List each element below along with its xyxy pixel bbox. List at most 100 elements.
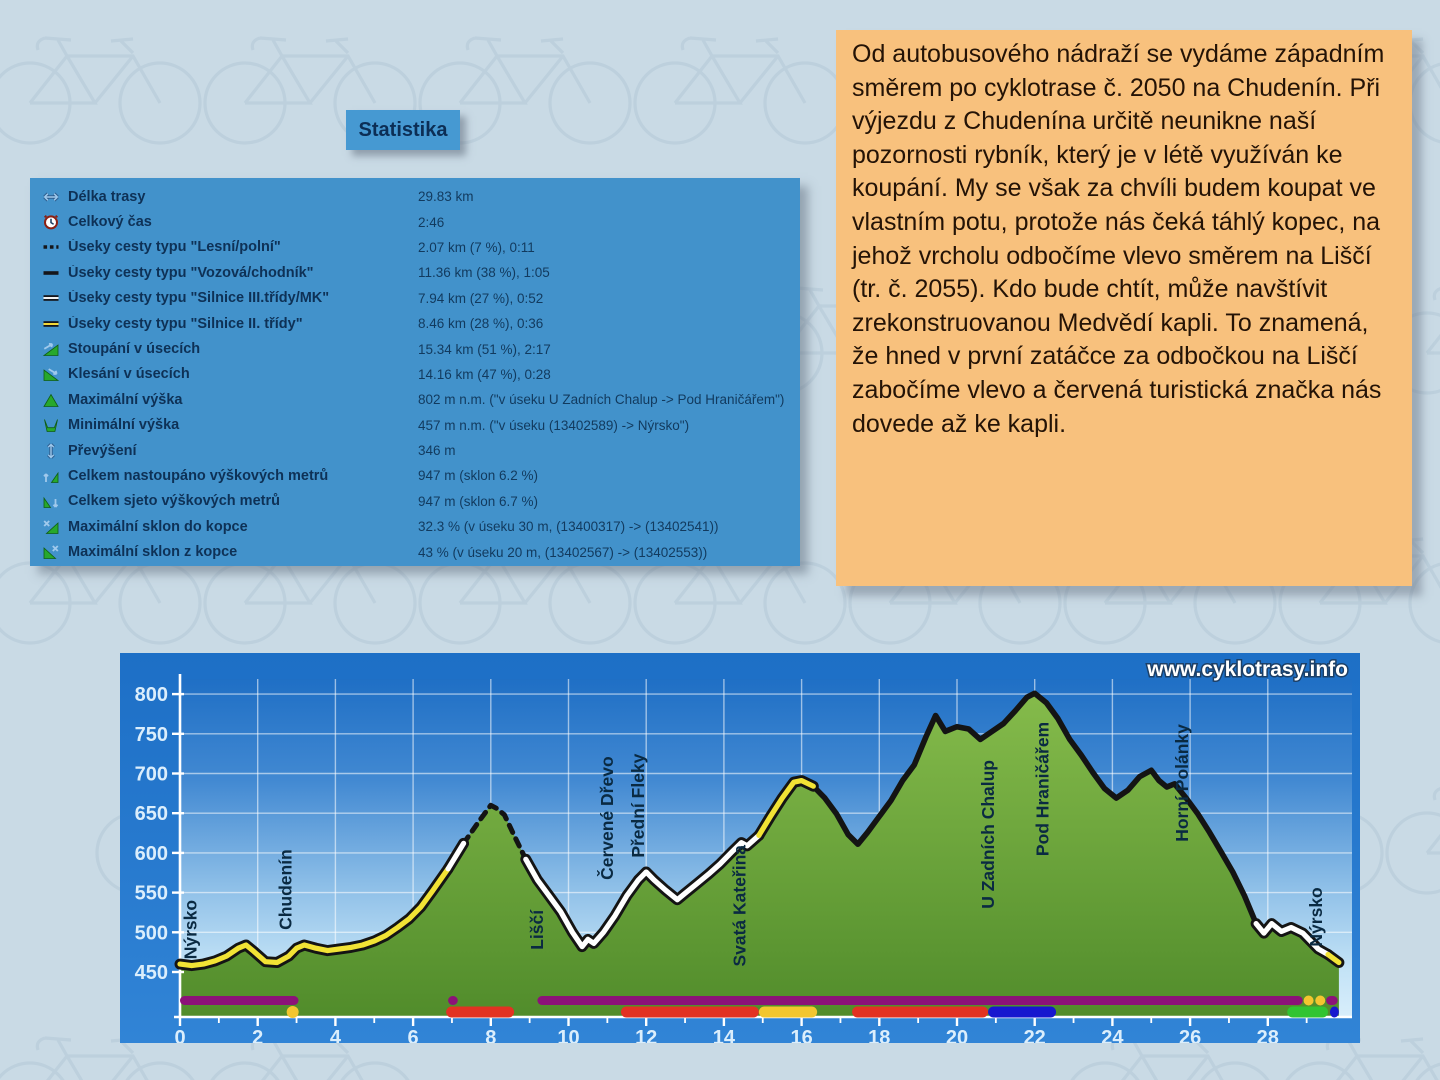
stat-row: Převýšení 346 m xyxy=(30,438,800,463)
svg-text:8: 8 xyxy=(485,1027,496,1043)
max-height-icon xyxy=(42,391,68,409)
stat-value: 802 m n.m. ("v úseku U Zadních Chalup ->… xyxy=(418,392,785,408)
min-height-icon xyxy=(42,416,68,434)
stat-value: 43 % (v úseku 20 m, (13402567) -> (13402… xyxy=(418,544,708,560)
place-label: Liščí xyxy=(527,909,547,950)
stat-value: 29.83 km xyxy=(418,189,474,205)
stat-label: Celkem sjeto výškových metrů xyxy=(68,493,280,510)
segment-forest-icon xyxy=(42,238,68,256)
svg-text:0: 0 xyxy=(174,1027,185,1043)
svg-text:12: 12 xyxy=(635,1027,657,1043)
stat-row: Minimální výška 457 m n.m. ("v úseku (134… xyxy=(30,413,800,438)
svg-text:28: 28 xyxy=(1257,1027,1279,1043)
stat-value: 947 m (sklon 6.2 %) xyxy=(418,468,539,484)
max-slope-down-icon xyxy=(42,543,68,561)
watermark: www.cyklotrasy.info xyxy=(1146,658,1348,681)
stat-label: Úseky cesty typu "Silnice III.třídy/MK" xyxy=(68,290,330,307)
total-time-icon xyxy=(42,213,68,231)
place-label: Chudenín xyxy=(275,849,295,930)
stat-label: Délka trasy xyxy=(68,188,146,205)
place-label: Červené Dřevo xyxy=(596,756,617,880)
stat-label: Stoupání v úsecích xyxy=(68,341,201,358)
stat-label: Celkem nastoupáno výškových metrů xyxy=(68,467,329,484)
elevation-profile-chart: 450 500 550 600 650 700 750 800 0 2 4 6 8 10 12 14 16 18 2… xyxy=(120,653,1360,1043)
stat-value: 2.07 km (7 %), 0:11 xyxy=(418,239,535,255)
svg-text:20: 20 xyxy=(946,1027,968,1043)
elevation-gain-icon xyxy=(42,442,68,460)
stat-label: Úseky cesty typu "Silnice II. třídy" xyxy=(68,315,303,332)
max-slope-up-icon xyxy=(42,518,68,536)
place-label: Pod Hraničářem xyxy=(1032,722,1052,856)
stat-row: Celkem sjeto výškových metrů 947 m (sklon… xyxy=(30,489,800,514)
svg-text:18: 18 xyxy=(868,1027,890,1043)
svg-text:4: 4 xyxy=(330,1027,342,1043)
svg-text:650: 650 xyxy=(135,803,168,825)
stat-value: 7.94 km (27 %), 0:52 xyxy=(418,290,544,306)
stat-row: Úseky cesty typu "Lesní/polní" 2.07 km (7… xyxy=(30,235,800,260)
statistics-panel: Délka trasy 29.83 km Celkový čas 2:46 Úseky … xyxy=(30,178,800,566)
total-descended-icon xyxy=(42,492,68,510)
stat-value: 32.3 % (v úseku 30 m, (13400317) -> (134… xyxy=(418,519,719,535)
statistika-header-label: Statistika xyxy=(358,118,448,141)
stat-label: Klesání v úsecích xyxy=(68,366,190,383)
svg-text:22: 22 xyxy=(1024,1027,1046,1043)
svg-text:600: 600 xyxy=(135,843,168,865)
stat-row: Maximální sklon do kopce 32.3 % (v úseku … xyxy=(30,514,800,539)
svg-text:450: 450 xyxy=(135,962,168,984)
svg-text:750: 750 xyxy=(135,724,168,746)
place-label: Nýrsko xyxy=(1306,887,1326,946)
svg-text:700: 700 xyxy=(135,764,168,786)
stat-label: Celkový čas xyxy=(68,214,152,231)
stat-row: Celkem nastoupáno výškových metrů 947 m (… xyxy=(30,463,800,488)
place-label: Přední Fleky xyxy=(628,753,648,857)
svg-text:26: 26 xyxy=(1179,1027,1201,1043)
stat-value: 457 m n.m. ("v úseku (13402589) -> Nýrsk… xyxy=(418,417,690,433)
svg-text:10: 10 xyxy=(557,1027,579,1043)
stat-value: 8.46 km (28 %), 0:36 xyxy=(418,316,544,332)
stat-label: Maximální výška xyxy=(68,391,183,408)
stat-value: 15.34 km (51 %), 2:17 xyxy=(418,341,551,357)
route-description-box: Od autobusového nádraží se vydáme západn… xyxy=(836,30,1412,586)
stat-value: 14.16 km (47 %), 0:28 xyxy=(418,366,551,382)
stat-label: Maximální sklon do kopce xyxy=(68,518,248,535)
route-length-icon xyxy=(42,188,68,206)
stat-value: 2:46 xyxy=(418,214,445,230)
stat-value: 947 m (sklon 6.7 %) xyxy=(418,493,539,509)
svg-text:24: 24 xyxy=(1101,1027,1124,1043)
segment-road3-icon xyxy=(42,289,68,307)
place-label: Nýrsko xyxy=(180,900,200,959)
svg-text:16: 16 xyxy=(790,1027,812,1043)
place-label: U Zadních Chalup xyxy=(978,760,998,909)
stat-row: Maximální výška 802 m n.m. ("v úseku U Za… xyxy=(30,387,800,412)
route-description-text: Od autobusového nádraží se vydáme západn… xyxy=(852,40,1385,438)
stat-label: Maximální sklon z kopce xyxy=(68,544,238,561)
descent-icon xyxy=(42,365,68,383)
stat-row: Úseky cesty typu "Silnice III.třídy/MK" 7… xyxy=(30,286,800,311)
total-climbed-icon xyxy=(42,467,68,485)
stat-row: Délka trasy 29.83 km xyxy=(30,184,800,209)
svg-text:6: 6 xyxy=(408,1027,419,1043)
stat-row: Úseky cesty typu "Vozová/chodník" 11.36 k… xyxy=(30,260,800,285)
svg-text:14: 14 xyxy=(713,1027,736,1043)
stat-row: Celkový čas 2:46 xyxy=(30,209,800,234)
stat-row: Úseky cesty typu "Silnice II. třídy" 8.46… xyxy=(30,311,800,336)
svg-text:800: 800 xyxy=(135,684,168,706)
segment-road2-icon xyxy=(42,315,68,333)
stat-label: Úseky cesty typu "Lesní/polní" xyxy=(68,239,281,256)
svg-text:2: 2 xyxy=(252,1027,263,1043)
stat-label: Převýšení xyxy=(68,442,137,459)
stat-value: 346 m xyxy=(418,443,456,459)
stat-value: 11.36 km (38 %), 1:05 xyxy=(418,265,550,281)
ascent-icon xyxy=(42,340,68,358)
stat-label: Úseky cesty typu "Vozová/chodník" xyxy=(68,264,314,281)
statistika-header: Statistika xyxy=(346,110,460,150)
place-label: Horní Polánky xyxy=(1172,724,1192,842)
svg-text:500: 500 xyxy=(135,922,168,944)
stat-row: Maximální sklon z kopce 43 % (v úseku 20 … xyxy=(30,539,800,564)
stat-label: Minimální výška xyxy=(68,417,180,434)
place-label: Svatá Kateřina xyxy=(729,845,749,967)
svg-text:550: 550 xyxy=(135,883,168,905)
stat-row: Klesání v úsecích 14.16 km (47 %), 0:28 xyxy=(30,362,800,387)
